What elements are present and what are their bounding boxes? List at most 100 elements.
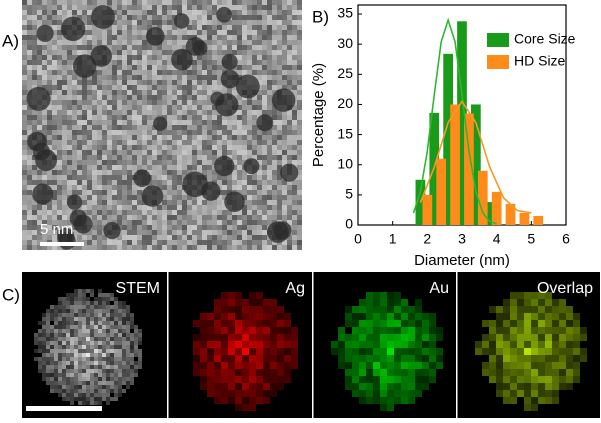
noise — [37, 175, 42, 180]
map-pixel — [475, 341, 482, 348]
noise — [222, 235, 227, 240]
noise — [137, 90, 142, 95]
noise — [237, 45, 242, 50]
noise — [197, 165, 202, 170]
noise — [122, 220, 127, 225]
map-pixel — [373, 383, 380, 390]
map-pixel — [58, 345, 62, 349]
map-pixel — [66, 305, 70, 309]
map-pixel — [394, 334, 401, 341]
map-pixel — [102, 301, 106, 305]
map-pixel — [66, 317, 70, 321]
map-pixel — [552, 397, 559, 404]
noise — [197, 155, 202, 160]
noise — [137, 210, 142, 215]
noise — [97, 235, 102, 240]
noise — [142, 60, 147, 65]
noise — [67, 145, 72, 150]
noise — [117, 175, 122, 180]
map-pixel — [98, 337, 102, 341]
noise — [112, 195, 117, 200]
noise — [32, 10, 37, 15]
noise — [297, 245, 302, 250]
map-pixel — [70, 321, 74, 325]
map-pixel — [62, 373, 66, 377]
map-pixel — [114, 329, 118, 333]
noise — [22, 10, 27, 15]
map-pixel — [366, 299, 373, 306]
map-pixel — [130, 317, 134, 321]
map-pixel — [408, 355, 415, 362]
noise — [267, 150, 272, 155]
map-pixel — [62, 313, 66, 317]
noise — [137, 35, 142, 40]
map-pixel — [130, 337, 134, 341]
noise — [187, 155, 192, 160]
map-pixel — [86, 329, 90, 333]
map-pixel — [86, 377, 90, 381]
map-pixel — [387, 306, 394, 313]
map-pixel — [408, 383, 415, 390]
noise — [77, 235, 82, 240]
noise — [192, 80, 197, 85]
noise — [207, 220, 212, 225]
noise — [62, 215, 67, 220]
map-pixel — [70, 357, 74, 361]
noise — [202, 0, 207, 5]
noise — [107, 65, 112, 70]
noise — [272, 155, 277, 160]
map-pixel — [42, 361, 46, 365]
noise — [112, 120, 117, 125]
map-pixel — [235, 383, 242, 390]
noise — [157, 135, 162, 140]
map-pixel — [138, 361, 142, 365]
map-pixel — [78, 365, 82, 369]
noise — [277, 135, 282, 140]
noise — [177, 35, 182, 40]
panel-label: B) — [312, 7, 329, 26]
noise — [52, 5, 57, 10]
noise — [32, 120, 37, 125]
map-pixel — [545, 348, 552, 355]
map-pixel — [114, 313, 118, 317]
noise — [122, 215, 127, 220]
map-pixel — [94, 309, 98, 313]
map-pixel — [193, 355, 200, 362]
noise — [252, 225, 257, 230]
particle — [27, 132, 47, 152]
map-pixel — [538, 355, 545, 362]
noise — [167, 0, 172, 5]
map-pixel — [70, 341, 74, 345]
noise — [167, 120, 172, 125]
map-pixel — [50, 377, 54, 381]
noise — [182, 165, 187, 170]
noise — [257, 135, 262, 140]
chart: 051015202530350123456Diameter (nm)Percen… — [310, 5, 576, 269]
noise — [202, 5, 207, 10]
map-pixel — [54, 345, 58, 349]
noise — [202, 160, 207, 165]
noise — [152, 145, 157, 150]
noise — [177, 105, 182, 110]
map-pixel — [531, 390, 538, 397]
noise — [157, 245, 162, 250]
map-pixel — [90, 305, 94, 309]
map-pixel — [126, 369, 130, 373]
map-pixel — [86, 341, 90, 345]
map-pixel — [126, 333, 130, 337]
noise — [22, 180, 27, 185]
noise — [297, 50, 302, 55]
noise — [262, 10, 267, 15]
noise — [292, 245, 297, 250]
noise — [112, 5, 117, 10]
noise — [292, 140, 297, 145]
noise — [62, 175, 67, 180]
map-pixel — [517, 362, 524, 369]
noise — [252, 195, 257, 200]
map-pixel — [331, 348, 338, 355]
map-pixel — [373, 355, 380, 362]
noise — [212, 30, 217, 35]
noise — [117, 30, 122, 35]
map-pixel — [106, 337, 110, 341]
noise — [77, 190, 82, 195]
